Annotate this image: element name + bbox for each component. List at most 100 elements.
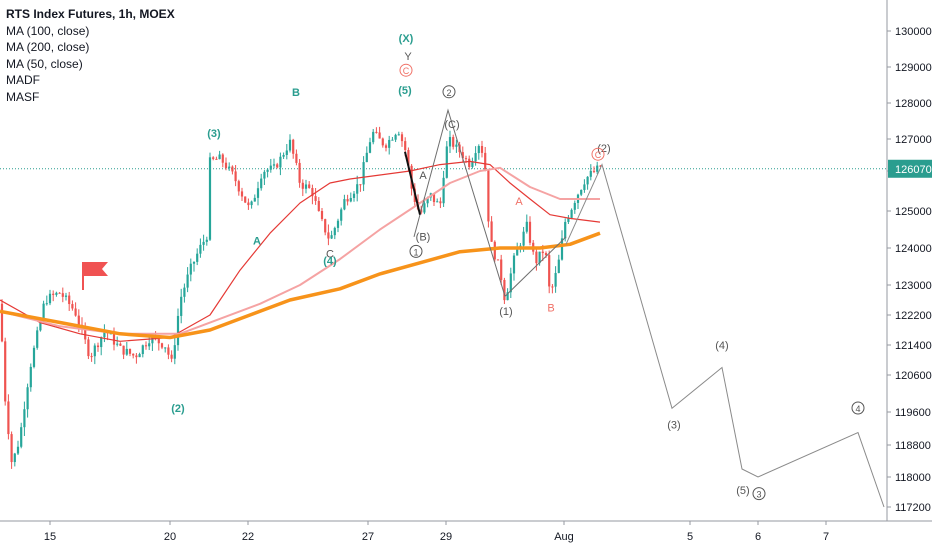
legend-title[interactable]: RTS Index Futures, 1h, MOEX (6, 7, 175, 21)
candle-body (461, 152, 464, 159)
candle-body (77, 315, 80, 325)
candle-body (221, 154, 224, 163)
candle-body (20, 427, 23, 447)
candle-body (340, 209, 343, 221)
candle-body (506, 292, 509, 301)
candle-body (592, 170, 596, 172)
candle-body (541, 251, 544, 254)
legend-ma50[interactable]: MA (50, close) (6, 56, 83, 71)
candle-body (381, 138, 384, 146)
candle-body (320, 211, 324, 220)
candle-body (68, 295, 71, 305)
candle-body (295, 153, 298, 163)
candle-body (45, 303, 48, 305)
candle-body (487, 170, 490, 222)
y-tick-label: 117200 (895, 502, 931, 514)
candle-body (125, 348, 128, 355)
candle-body (93, 345, 96, 357)
wave-label-circle (442, 85, 456, 99)
last-price-label: 126070 (895, 164, 932, 176)
x-tick-label: 20 (164, 531, 176, 543)
candle-body (55, 292, 58, 295)
candle-body (186, 274, 189, 288)
candle-body (4, 341, 7, 402)
candle-body (432, 193, 436, 203)
candle-body (330, 235, 333, 239)
wave-label: 3 (756, 490, 761, 500)
candle-body (192, 261, 196, 264)
projection-path (565, 163, 885, 508)
price-axis[interactable]: 1300001290001280001270001260001250001240… (886, 0, 932, 521)
candle-body (116, 343, 119, 345)
candle-body (484, 152, 487, 171)
candle-body (109, 333, 112, 335)
legend-madf[interactable]: MADF (6, 73, 40, 87)
candle-body (436, 201, 439, 203)
candle-body (247, 202, 250, 206)
candle-body (384, 145, 388, 148)
x-tick-label: 5 (687, 531, 693, 543)
wave-label: (3) (667, 420, 680, 432)
candle-body (471, 161, 474, 167)
candle-body (263, 171, 266, 179)
wave-label-circle (399, 63, 413, 77)
wave-label-circle (591, 147, 605, 161)
projection-line (565, 163, 885, 508)
x-tick-label: 22 (242, 531, 254, 543)
wave-label: (2) (597, 143, 610, 155)
candle-body (52, 293, 55, 295)
candle-body (599, 165, 602, 167)
legend-ma100[interactable]: MA (100, close) (6, 23, 90, 38)
y-tick-label: 124000 (895, 243, 932, 255)
chart-legend: RTS Index Futures, 1h, MOEX MA (100, clo… (6, 6, 175, 105)
wave-label: Y (404, 51, 412, 63)
candle-body (375, 131, 378, 133)
candle-body (276, 164, 279, 168)
candle-body (490, 221, 493, 242)
y-tick-label: 119600 (895, 407, 931, 419)
x-tick-label: Aug (554, 531, 574, 543)
candle-body (215, 158, 218, 160)
legend-ma200[interactable]: MA (200, close) (6, 40, 90, 54)
candle-body (496, 259, 500, 261)
candle-body (240, 191, 244, 197)
candle-body (170, 354, 173, 359)
candle-body (554, 272, 557, 287)
wave-label: 1 (413, 247, 418, 257)
wave-label: C (403, 66, 410, 76)
candle-body (36, 330, 39, 348)
wave-label: A (515, 196, 523, 208)
candle-body (448, 137, 452, 147)
candle-body (84, 327, 87, 340)
candle-body (596, 165, 599, 172)
candle-body (71, 304, 74, 309)
candle-body (359, 184, 362, 186)
wave-label: B (292, 87, 300, 99)
candle-body (426, 197, 429, 204)
candle-body (343, 199, 346, 210)
legend-masf[interactable]: MASF (6, 89, 40, 104)
y-tick-label: 127000 (895, 134, 932, 146)
wave-label: 2 (446, 88, 451, 98)
candle-body (349, 197, 352, 202)
candle-body (212, 157, 215, 159)
ma100-line (0, 166, 600, 335)
candle-body (13, 453, 16, 463)
candle-body (224, 162, 228, 169)
candle-body (26, 387, 29, 410)
flag-marker-icon (82, 262, 108, 290)
wave-label-circle (851, 401, 865, 415)
candle-body (535, 251, 538, 264)
y-tick-label: 123000 (895, 280, 932, 292)
candle-body (218, 154, 221, 160)
candle-body (560, 238, 564, 260)
candle-body (100, 337, 103, 348)
candle-body (10, 434, 13, 463)
wave-label: (B) (416, 232, 431, 244)
candle-body (164, 347, 167, 349)
time-axis[interactable]: 15 20 22 27 29 Aug 5 6 7 (0, 520, 932, 543)
candle-body (304, 184, 308, 189)
wave-label: (C) (444, 119, 459, 131)
candle-body (516, 248, 519, 256)
